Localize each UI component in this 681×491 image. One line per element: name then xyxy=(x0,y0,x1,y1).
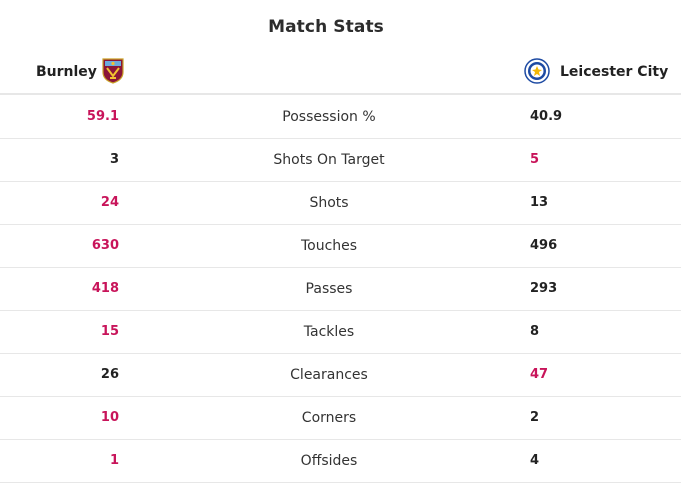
home-stat-value: 26 xyxy=(100,367,119,382)
stat-label: Shots On Target xyxy=(273,152,385,168)
away-stat-value: 13 xyxy=(530,195,549,210)
stat-row-tackles: 15 Tackles 8 xyxy=(0,311,681,354)
stat-label: Passes xyxy=(305,281,353,297)
stat-label: Clearances xyxy=(290,367,368,383)
stat-row-shots-on-target: 3 Shots On Target 5 xyxy=(0,139,681,182)
home-stat-value: 1 xyxy=(109,453,119,468)
away-stat-value: 5 xyxy=(530,152,540,167)
away-stat-value: 8 xyxy=(530,324,540,339)
away-stat-value: 496 xyxy=(530,238,558,253)
leicester-crest-icon[interactable] xyxy=(524,58,550,84)
stat-label: Offsides xyxy=(300,453,358,469)
stat-label: Touches xyxy=(300,238,358,254)
stat-row-possession: 59.1 Possession % 40.9 xyxy=(0,96,681,139)
home-stat-value: 630 xyxy=(91,238,119,253)
home-stat-value: 10 xyxy=(100,410,119,425)
home-stat-value: 3 xyxy=(109,152,119,167)
stat-row-clearances: 26 Clearances 47 xyxy=(0,354,681,397)
home-stat-value: 15 xyxy=(100,324,119,339)
burnley-crest-icon[interactable] xyxy=(102,58,124,84)
stat-label: Tackles xyxy=(303,324,355,340)
home-stat-value: 24 xyxy=(100,195,119,210)
stat-label: Shots xyxy=(309,195,349,211)
match-stats-title: Match Stats xyxy=(268,17,384,37)
stat-row-offsides: 1 Offsides 4 xyxy=(0,440,681,483)
away-stat-value: 4 xyxy=(530,453,540,468)
stat-row-touches: 630 Touches 496 xyxy=(0,225,681,268)
stat-row-passes: 418 Passes 293 xyxy=(0,268,681,311)
away-stat-value: 47 xyxy=(530,367,549,382)
away-team-name[interactable]: Leicester City xyxy=(560,64,669,80)
stat-label: Possession % xyxy=(282,109,376,125)
home-stat-value: 418 xyxy=(91,281,119,296)
stat-row-shots: 24 Shots 13 xyxy=(0,182,681,225)
away-stat-value: 2 xyxy=(530,410,540,425)
stat-label: Corners xyxy=(301,410,357,426)
home-team-name[interactable]: Burnley xyxy=(36,64,97,80)
stats-table: 59.1 Possession % 40.9 3 Shots On Target… xyxy=(0,96,681,483)
away-stat-value: 40.9 xyxy=(530,109,563,124)
away-stat-value: 293 xyxy=(530,281,558,296)
home-stat-value: 59.1 xyxy=(86,109,119,124)
stat-row-corners: 10 Corners 2 xyxy=(0,397,681,440)
teams-header: Burnley Leicester City xyxy=(0,55,681,95)
